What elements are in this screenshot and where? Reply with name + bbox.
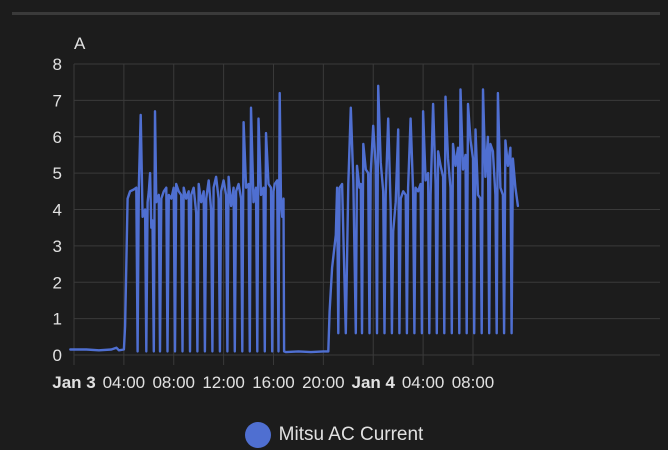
x-tick-label: Jan 3 (52, 373, 95, 392)
y-tick-label: 6 (53, 128, 62, 147)
legend-item-mitsu-ac-current[interactable]: Mitsu AC Current (244, 422, 424, 448)
x-tick-label: 04:00 (402, 373, 445, 392)
x-tick-label: 20:00 (302, 373, 345, 392)
line-chart: A 0 1 2 3 4 5 6 7 8 Jan 3 04:00 08:00 12:00 16:00 20:0… (52, 34, 660, 392)
x-tick-label: 04:00 (103, 373, 146, 392)
legend-swatch (244, 422, 271, 448)
y-tick-label: 3 (53, 237, 62, 256)
y-tick-label: 0 (53, 346, 62, 365)
x-tick-label: 12:00 (202, 373, 245, 392)
legend-label: Mitsu AC Current (278, 424, 424, 445)
y-tick-label: 8 (53, 55, 62, 74)
x-tick-label: 08:00 (152, 373, 195, 392)
series-line-mitsu-ac-current (69, 84, 520, 354)
top-divider (12, 12, 660, 15)
y-tick-label: 7 (53, 91, 62, 110)
y-axis-unit-label: A (74, 34, 86, 53)
chart-legend: Mitsu AC Current (0, 420, 668, 450)
y-tick-label: 4 (53, 201, 62, 220)
y-tick-label: 2 (53, 273, 62, 292)
y-tick-label: 5 (53, 164, 62, 183)
y-tick-label: 1 (53, 310, 62, 329)
x-tick-label: 08:00 (452, 373, 495, 392)
x-tick-label: Jan 4 (351, 373, 395, 392)
x-tick-label: 16:00 (252, 373, 295, 392)
